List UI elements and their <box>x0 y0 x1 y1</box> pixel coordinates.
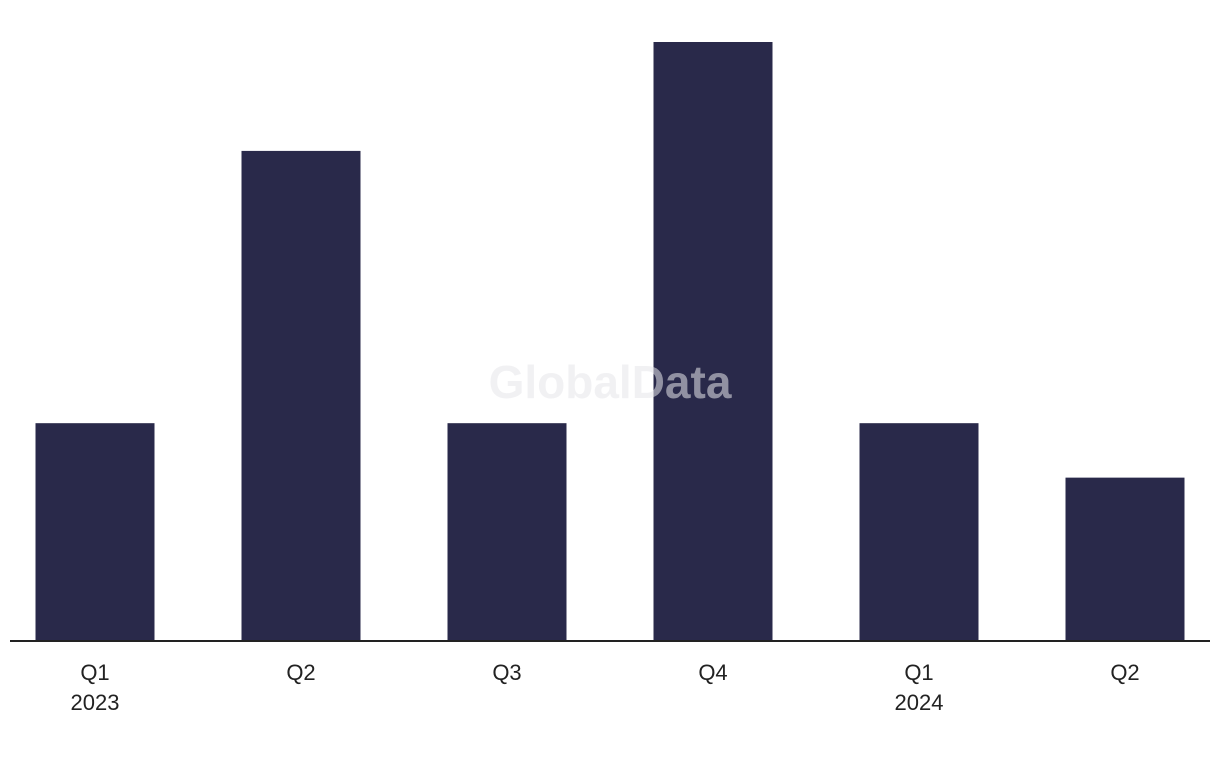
bar <box>447 423 567 641</box>
x-tick-label: Q1 <box>80 660 109 685</box>
x-tick-year: 2024 <box>895 690 944 715</box>
bar <box>35 423 155 641</box>
x-tick-year: 2023 <box>71 690 120 715</box>
x-tick-label: Q1 <box>904 660 933 685</box>
x-tick-label: Q4 <box>698 660 727 685</box>
bar <box>241 150 361 641</box>
x-tick-label: Q3 <box>492 660 521 685</box>
bar <box>653 42 773 641</box>
bar <box>859 423 979 641</box>
x-tick-label: Q2 <box>286 660 315 685</box>
x-tick-label: Q2 <box>1110 660 1139 685</box>
bar <box>1065 477 1185 641</box>
watermark: GlobalData <box>489 356 732 408</box>
